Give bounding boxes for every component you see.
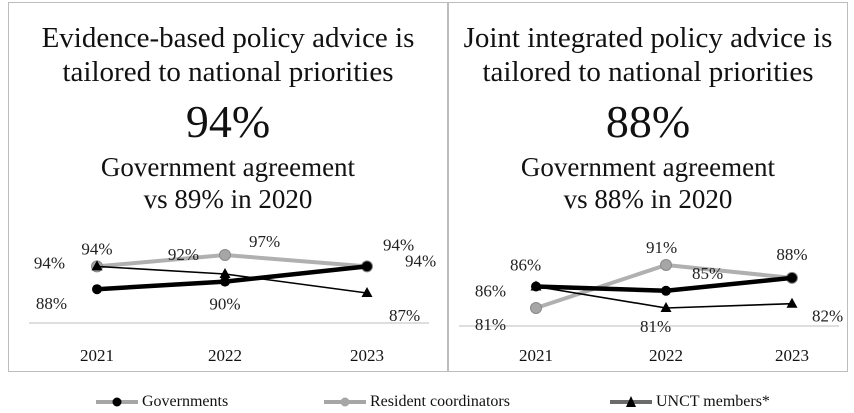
data-point — [530, 302, 542, 314]
data-label: 82% — [812, 307, 843, 326]
data-label: 94% — [34, 253, 65, 272]
data-label: 81% — [475, 315, 506, 334]
title-line-2: tailored to national priorities — [482, 56, 814, 88]
subtitle-line-1: Government agreement — [520, 152, 776, 182]
panel-title: Joint integrated policy advice is tailor… — [449, 21, 847, 89]
data-label: 94% — [405, 251, 436, 270]
series-line — [96, 253, 368, 269]
x-tick-label: 2022 — [208, 346, 242, 365]
data-label: 91% — [646, 238, 677, 257]
x-tick-label: 2021 — [80, 346, 114, 365]
data-label: 86% — [510, 256, 541, 275]
title-line-1: Evidence-based policy advice is — [41, 22, 415, 54]
data-point — [219, 268, 231, 278]
data-label: 88% — [776, 245, 807, 264]
line-chart-joint-integrated: 2021 2022 2023 86% 85% 88% 81% 91% 86% 81% 82% — [459, 238, 843, 365]
panel-subtitle: Government agreement vs 88% in 2020 — [449, 151, 847, 215]
panel-evidence-based: Evidence-based policy advice is tailored… — [8, 2, 448, 372]
data-label: 94% — [81, 239, 112, 258]
data-label: 90% — [209, 295, 240, 314]
data-point — [786, 297, 798, 308]
x-tick-label: 2021 — [519, 346, 553, 365]
subtitle-line-2: vs 89% in 2020 — [143, 184, 313, 214]
data-label: 92% — [168, 245, 199, 264]
panel-subtitle: Government agreement vs 89% in 2020 — [9, 151, 447, 215]
data-point — [531, 281, 541, 292]
data-point — [661, 285, 671, 296]
data-point — [91, 260, 103, 271]
title-line-2: tailored to national priorities — [62, 56, 394, 88]
data-point — [361, 287, 373, 297]
data-label: 97% — [249, 232, 280, 251]
legend-label: UNCT members* — [656, 393, 770, 410]
legend-line-triangle-icon — [610, 396, 652, 407]
data-point — [660, 259, 672, 271]
data-label: 81% — [640, 317, 671, 336]
series-line — [96, 264, 368, 292]
data-label: 94% — [383, 235, 414, 254]
headline-percent: 88% — [605, 96, 691, 147]
x-tick-label: 2023 — [350, 346, 384, 365]
data-point — [362, 261, 372, 272]
data-point — [660, 302, 672, 312]
legend-line-circle-icon — [324, 397, 366, 407]
data-label: 85% — [692, 264, 723, 283]
subtitle-line-1: Government agreement — [100, 152, 356, 182]
title-line-1: Joint integrated policy advice is — [463, 22, 833, 54]
headline-percent: 94% — [185, 96, 271, 147]
panel-title: Evidence-based policy advice is tailored… — [9, 21, 447, 89]
chart-legend: Governments Resident coordinators UNCT m… — [0, 392, 854, 412]
data-point — [787, 272, 797, 283]
data-point — [219, 249, 231, 261]
legend-label: Resident coordinators — [370, 393, 510, 410]
data-label: 87% — [389, 306, 420, 325]
legend-line-circle-icon — [96, 397, 138, 407]
data-label: 86% — [475, 282, 506, 301]
data-point — [92, 284, 102, 295]
data-point — [220, 276, 230, 287]
subtitle-line-2: vs 88% in 2020 — [563, 184, 733, 214]
legend-label: Governments — [142, 393, 229, 410]
x-tick-label: 2023 — [775, 346, 809, 365]
panel-joint-integrated: Joint integrated policy advice is tailor… — [448, 2, 848, 372]
data-label: 88% — [36, 294, 67, 313]
x-tick-label: 2022 — [649, 346, 683, 365]
